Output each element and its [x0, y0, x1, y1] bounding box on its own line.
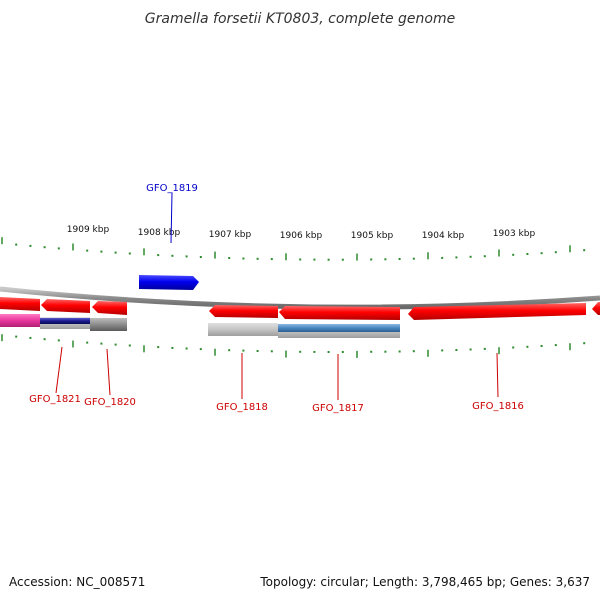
gene-label-line-GFO_1819 [170, 192, 173, 244]
outer-tick-row [1, 237, 586, 261]
gene-arrow-GFO_1819[interactable] [139, 275, 199, 290]
ruler-label-1907: 1907 kbp [209, 230, 252, 240]
gene-label-GFO_1816[interactable]: GFO_1816 [472, 401, 524, 412]
feature-gray [90, 318, 127, 331]
gene-arrow-GFO_1817[interactable] [279, 306, 400, 320]
gene-arrow-GFO_1818[interactable] [209, 305, 278, 318]
gene-label-line-GFO_1821 [55, 346, 63, 394]
feature-navy [40, 318, 90, 324]
feature-lightgray [208, 323, 278, 336]
gene-label-GFO_1820[interactable]: GFO_1820 [84, 397, 136, 408]
gene-label-GFO_1817[interactable]: GFO_1817 [312, 403, 364, 414]
gene-arrow-GFO_1820[interactable] [92, 301, 127, 315]
feature-track [0, 314, 400, 338]
ruler-label-1909: 1909 kbp [67, 225, 110, 235]
gene-arrow-edge[interactable] [592, 302, 600, 315]
ruler-label-1903: 1903 kbp [493, 229, 536, 239]
gene-GFO_1819[interactable]: GFO_1819 [139, 183, 199, 290]
ruler-label-1906: 1906 kbp [280, 231, 323, 241]
gene-labels: GFO_1821 GFO_1820 GFO_1818 GFO_1817 GFO_… [29, 346, 524, 414]
ruler-label-1904: 1904 kbp [422, 231, 465, 241]
feature-steelblue [278, 324, 400, 332]
gene-arrow-GFO_1816[interactable] [408, 303, 586, 320]
genome-summary-text: Topology: circular; Length: 3,798,465 bp… [259, 575, 590, 589]
ruler-label-1908: 1908 kbp [138, 228, 181, 238]
gene-arrow-GFO_1821-a[interactable] [0, 297, 40, 311]
inner-tick-row [1, 334, 586, 358]
reverse-strand-genes [0, 297, 600, 320]
map-title: Gramella forsetii KT0803, complete genom… [145, 11, 455, 27]
gene-arrow-GFO_1821-b[interactable] [41, 299, 90, 313]
gene-label-GFO_1821[interactable]: GFO_1821 [29, 394, 81, 405]
gene-label-line-GFO_1816 [496, 352, 499, 398]
feature-magenta [0, 314, 40, 327]
gene-label-GFO_1818[interactable]: GFO_1818 [216, 402, 268, 413]
gene-label-GFO_1819[interactable]: GFO_1819 [146, 183, 198, 194]
ruler-label-1905: 1905 kbp [351, 231, 394, 241]
ruler-labels: 1909 kbp 1908 kbp 1907 kbp 1906 kbp 1905… [67, 225, 536, 241]
gene-label-line-GFO_1820 [106, 348, 111, 396]
accession-text: Accession: NC_008571 [9, 575, 145, 589]
